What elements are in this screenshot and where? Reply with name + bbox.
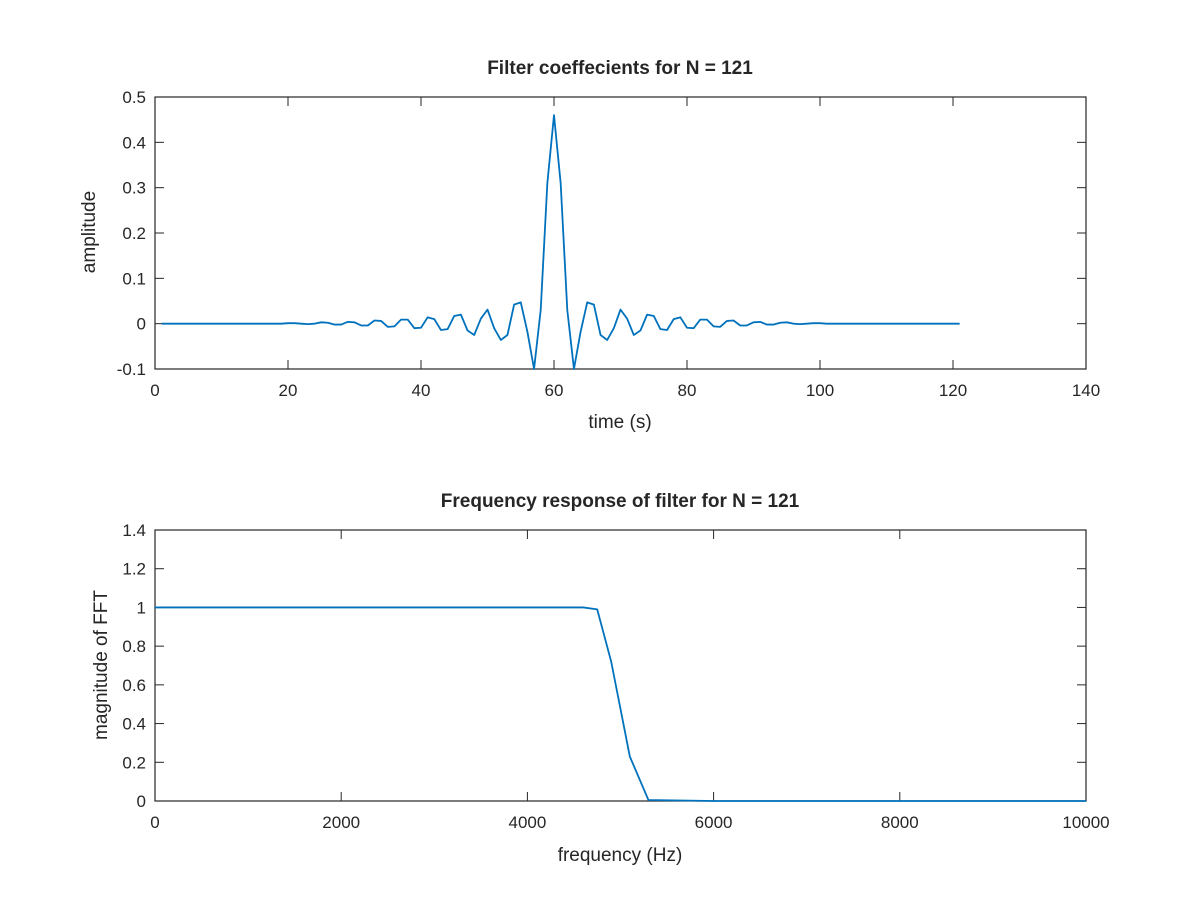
coefficients-ytick-label: 0.1 <box>122 269 146 288</box>
frequency-response-xlabel: frequency (Hz) <box>558 845 683 866</box>
coefficients-axes: Filter coeffecients for N = 121 time (s)… <box>79 58 1100 433</box>
coefficients-ytick-label: 0.2 <box>122 224 146 243</box>
coefficients-xtick-label: 40 <box>412 381 431 400</box>
frequency-response-ytick-label: 1 <box>137 598 146 617</box>
frequency-response-xtick-label: 4000 <box>508 813 546 832</box>
coefficients-xtick-label: 100 <box>806 381 834 400</box>
frequency-response-ytick-label: 1.2 <box>122 560 146 579</box>
frequency-response-ytick-label: 0.6 <box>122 676 146 695</box>
frequency-response-ytick-label: 0 <box>137 792 146 811</box>
coefficients-xtick-label: 140 <box>1072 381 1100 400</box>
coefficients-xlabel: time (s) <box>588 412 651 433</box>
frequency-response-xtick-label: 8000 <box>881 813 919 832</box>
frequency-response-axes-box <box>154 529 1087 802</box>
frequency-response-axes: Frequency response of filter for N = 121… <box>91 491 1110 866</box>
coefficients-series-line <box>161 114 960 370</box>
frequency-response-xtick-label: 2000 <box>322 813 360 832</box>
coefficients-title: Filter coeffecients for N = 121 <box>487 58 753 79</box>
frequency-response-ytick-label: 1.4 <box>122 521 146 540</box>
frequency-response-series-line <box>155 606 1086 802</box>
frequency-response-ylabel: magnitude of FFT <box>91 590 112 740</box>
coefficients-ytick-label: -0.1 <box>117 360 146 379</box>
coefficients-ytick-label: 0.3 <box>122 179 146 198</box>
coefficients-ytick-label: 0.4 <box>122 133 146 152</box>
coefficients-ytick-label: 0 <box>137 315 146 334</box>
frequency-response-ytick-label: 0.8 <box>122 637 146 656</box>
frequency-response-title: Frequency response of filter for N = 121 <box>441 491 800 512</box>
coefficients-xtick-label: 80 <box>678 381 697 400</box>
frequency-response-xtick-label: 0 <box>150 813 159 832</box>
coefficients-ytick-label: 0.5 <box>122 88 146 107</box>
coefficients-xtick-label: 0 <box>150 381 159 400</box>
frequency-response-ytick-label: 0.4 <box>122 715 146 734</box>
coefficients-xtick-label: 60 <box>545 381 564 400</box>
coefficients-ylabel: amplitude <box>79 191 100 273</box>
frequency-response-xtick-label: 6000 <box>695 813 733 832</box>
frequency-response-xtick-label: 10000 <box>1062 813 1109 832</box>
coefficients-xtick-label: 20 <box>279 381 298 400</box>
coefficients-xtick-label: 120 <box>939 381 967 400</box>
frequency-response-ytick-label: 0.2 <box>122 753 146 772</box>
